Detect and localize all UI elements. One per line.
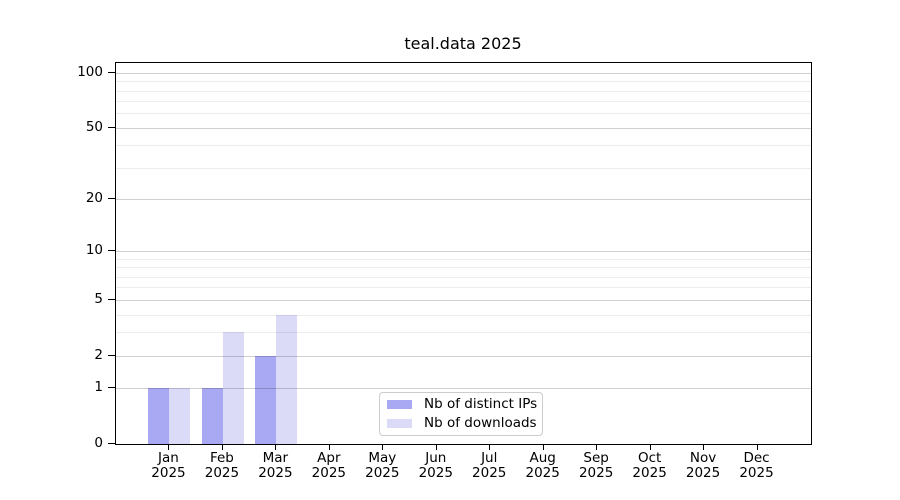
- plot-area: Nb of distinct IPs Nb of downloads: [115, 62, 812, 445]
- y-tick-label: 5: [94, 290, 103, 307]
- grid-line-major: [116, 388, 811, 390]
- y-tick-label: 1: [94, 379, 103, 396]
- x-tick-mark: [328, 444, 330, 450]
- y-tick-mark: [108, 126, 115, 128]
- x-tick-label: Aug 2025: [525, 450, 560, 481]
- y-tick-mark: [108, 354, 115, 356]
- x-tick-mark: [275, 444, 277, 450]
- grid-line-minor: [116, 258, 811, 260]
- y-tick-label: 50: [85, 118, 103, 135]
- x-tick-mark: [649, 444, 651, 450]
- y-tick-label: 2: [94, 346, 103, 363]
- grid-line-minor: [116, 101, 811, 103]
- x-tick-mark: [703, 444, 705, 450]
- x-tick-mark: [435, 444, 437, 450]
- bar-downloads: [222, 332, 244, 444]
- x-tick-label: Jul 2025: [472, 450, 507, 481]
- x-tick-mark: [596, 444, 598, 450]
- legend-entry-downloads: Nb of downloads: [387, 415, 537, 431]
- y-tick-mark: [108, 387, 115, 389]
- x-tick-mark: [542, 444, 544, 450]
- x-tick-label: Dec 2025: [739, 450, 774, 481]
- grid-line-minor: [116, 113, 811, 115]
- x-tick-label: Sep 2025: [578, 450, 614, 481]
- y-tick-mark: [108, 298, 115, 300]
- y-tick-mark: [108, 443, 115, 444]
- grid-line-minor: [116, 287, 811, 289]
- grid-line-major: [116, 355, 811, 357]
- bar-distinct-ips: [255, 355, 277, 444]
- legend-label-distinct-ips: Nb of distinct IPs: [424, 396, 538, 412]
- bar-distinct-ips: [201, 388, 223, 444]
- grid-line-major: [116, 299, 811, 301]
- x-tick-label: Apr 2025: [311, 450, 347, 481]
- grid-line-minor: [116, 81, 811, 83]
- grid-line-major: [116, 72, 811, 74]
- grid-line-minor: [116, 145, 811, 147]
- grid-line-minor: [116, 167, 811, 169]
- y-tick-label: 0: [94, 435, 103, 451]
- grid-line-minor: [116, 332, 811, 334]
- y-tick-mark: [108, 198, 115, 200]
- legend-entry-distinct-ips: Nb of distinct IPs: [387, 396, 538, 412]
- x-tick-mark: [221, 444, 223, 450]
- chart-title: teal.data 2025: [404, 34, 522, 53]
- grid-line-major: [116, 251, 811, 253]
- grid-line-minor: [116, 276, 811, 278]
- bar-distinct-ips: [148, 388, 170, 444]
- x-tick-label: Jun 2025: [418, 450, 453, 481]
- bar-downloads: [276, 314, 298, 444]
- x-tick-label: Nov 2025: [685, 450, 721, 481]
- y-tick-mark: [108, 250, 115, 252]
- grid-line-minor: [116, 314, 811, 316]
- x-tick-label: Mar 2025: [258, 450, 293, 481]
- grid-line-minor: [116, 267, 811, 269]
- x-tick-label: Feb 2025: [204, 450, 240, 481]
- bar-downloads: [169, 388, 191, 444]
- legend-label-downloads: Nb of downloads: [424, 415, 537, 431]
- y-tick-mark: [108, 71, 115, 73]
- y-tick-label: 100: [77, 63, 103, 80]
- x-tick-mark: [756, 444, 758, 450]
- legend-swatch-downloads: [387, 419, 412, 428]
- grid-line-major: [116, 127, 811, 129]
- legend: Nb of distinct IPs Nb of downloads: [379, 392, 543, 436]
- x-tick-label: Jan 2025: [151, 450, 186, 481]
- y-tick-label: 10: [85, 242, 103, 259]
- x-tick-label: Oct 2025: [632, 450, 667, 481]
- y-tick-label: 20: [85, 190, 103, 207]
- x-tick-mark: [382, 444, 384, 450]
- x-tick-mark: [489, 444, 491, 450]
- grid-line-major: [116, 199, 811, 201]
- x-tick-label: May 2025: [365, 450, 400, 481]
- legend-swatch-distinct-ips: [387, 400, 412, 409]
- x-tick-mark: [168, 444, 170, 450]
- grid-line-minor: [116, 90, 811, 92]
